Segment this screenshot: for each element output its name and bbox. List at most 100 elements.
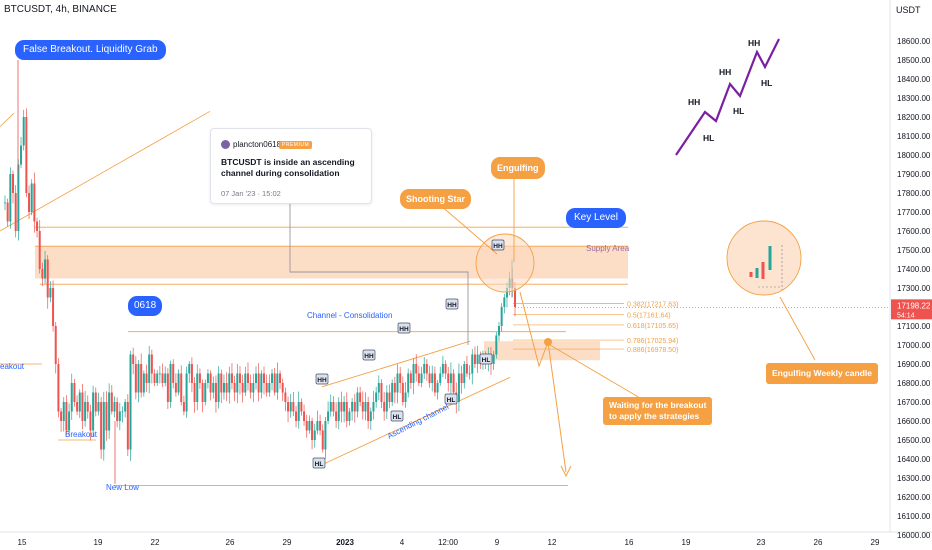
y-tick-label: 16100.00 (897, 512, 931, 521)
candle-body (81, 392, 84, 421)
false-breakout-label: False Breakout. Liquidity Grab (15, 40, 166, 60)
candle-body (65, 402, 68, 431)
projection-dot (544, 338, 552, 346)
demand-zone (484, 341, 600, 361)
engulfing-label: Engulfing (491, 157, 545, 179)
candle-body (62, 402, 65, 421)
candle-body (375, 392, 378, 402)
legend-hh: HH (748, 38, 760, 48)
structure-tag: HH (317, 377, 327, 384)
candle-body (428, 373, 431, 383)
candle-body (457, 373, 460, 402)
candle-body (473, 354, 476, 364)
candle-body (209, 373, 212, 393)
fib-label: 0.886(16978.50) (627, 347, 678, 354)
candle-body (463, 364, 466, 383)
structure-tag-box (312, 457, 326, 469)
structure-tag: HL (393, 414, 402, 421)
candle-body (439, 373, 442, 383)
candle-body (116, 402, 119, 421)
candle-body (316, 421, 319, 431)
structure-tag-box (315, 373, 329, 385)
candle-body (188, 364, 191, 374)
weekly-candle (761, 262, 765, 279)
candle-body (230, 373, 233, 383)
y-tick-label: 17000.00 (897, 341, 931, 350)
candle-body (343, 402, 346, 412)
weekly-circle (726, 220, 802, 296)
candle-body (33, 183, 36, 222)
candle-body (351, 402, 354, 412)
legend-hh: HH (719, 67, 731, 77)
candle-body (367, 402, 370, 421)
candle-body (460, 373, 463, 383)
candle-body (78, 392, 81, 412)
candle-body (404, 392, 407, 402)
candle-body (407, 373, 410, 393)
candle-body (246, 373, 249, 383)
candle-body (134, 364, 137, 393)
candle-body (356, 392, 359, 412)
label-0618: 0618 (128, 296, 163, 316)
candle-body (153, 373, 156, 383)
fib-label: 0.618(17105.65) (627, 323, 678, 330)
legend-hh: HH (688, 97, 700, 107)
breakout-left-label: eakout (0, 362, 25, 371)
idea-text: BTCUSDT is inside an ascending channel d… (221, 157, 355, 178)
candle-body (206, 373, 209, 383)
candle-body (340, 402, 343, 412)
idea-card[interactable]: plancton0618 PREMIUM BTCUSDT is inside a… (210, 128, 372, 204)
candle-body (345, 402, 348, 421)
y-tick-label: 18500.00 (897, 56, 931, 65)
candle-body (447, 373, 450, 383)
candle-body (25, 117, 28, 193)
y-tick-label: 18200.00 (897, 113, 931, 122)
candle-body (300, 402, 303, 412)
candle-body (233, 383, 236, 393)
y-tick-label: 17800.00 (897, 189, 931, 198)
candle-body (417, 373, 420, 383)
weekly-connector (779, 296, 816, 361)
candle-body (321, 430, 324, 450)
x-tick-label: 19 (94, 538, 103, 547)
candle-body (289, 402, 292, 412)
candle-body (6, 202, 9, 222)
candle-body (4, 202, 6, 204)
candles (4, 60, 516, 484)
level-lines (0, 110, 890, 487)
fib-label: 0.786(17025.94) (627, 338, 678, 345)
candle-body (177, 373, 180, 393)
time-axis[interactable]: 15 19 22 26 29 2023 4 12:00 9 12 16 19 23 26 29 (18, 538, 880, 547)
structure-tag-box (491, 239, 505, 251)
candle-body (260, 373, 263, 393)
structure-tag-box (397, 322, 411, 334)
shooting-star-label: Shooting Star (400, 189, 471, 209)
price-axis[interactable]: 16000.00 16100.00 16200.00 16300.00 16400.00… (891, 37, 932, 540)
candle-body (380, 383, 383, 402)
candle-body (214, 383, 217, 402)
candle-body (236, 373, 239, 393)
candle-body (46, 259, 49, 298)
candle-body (28, 193, 31, 212)
current-price-badge (891, 299, 932, 320)
candle-body (180, 373, 183, 402)
candle-body (105, 402, 108, 431)
candle-body (70, 383, 73, 412)
supply-area-label: Supply Area (586, 244, 630, 253)
waiting-line-1: Waiting for the breakout (609, 400, 707, 410)
candle-body (113, 402, 116, 412)
structure-tag-box (390, 410, 404, 422)
candle-body (84, 402, 87, 421)
candle-body (68, 411, 71, 431)
channel-upper-line (321, 340, 471, 388)
key-level-label: Key Level (566, 208, 626, 228)
candle-body (377, 383, 380, 393)
candle-body (497, 326, 500, 336)
y-tick-label: 16400.00 (897, 455, 931, 464)
drawings (289, 38, 816, 478)
candle-body (369, 411, 372, 421)
author-name[interactable]: plancton0618 (233, 140, 282, 149)
candle-body (292, 402, 295, 412)
candle-body (265, 383, 268, 393)
